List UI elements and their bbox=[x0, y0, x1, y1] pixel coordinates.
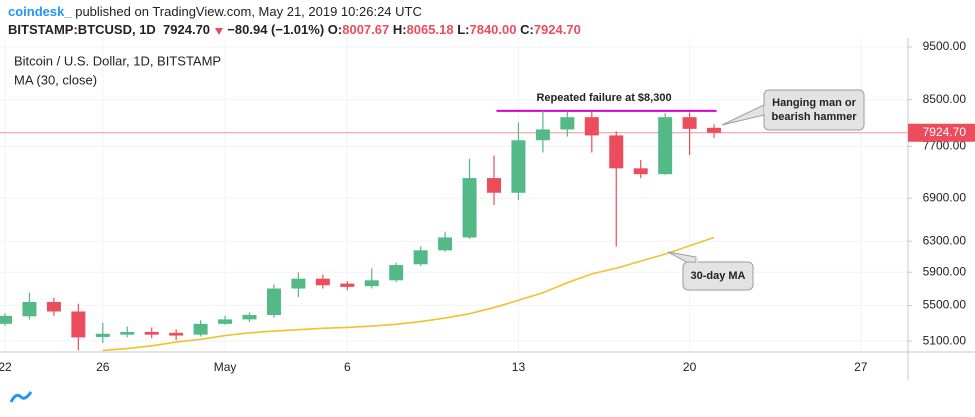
header-quote: BITSTAMP:BTCUSD, 1D 7924.70 −80.94 (−1.0… bbox=[8, 22, 581, 37]
ohlc-label: H: bbox=[392, 22, 407, 37]
price-label: 7924.70 bbox=[923, 125, 967, 139]
plot-area bbox=[0, 38, 908, 352]
y-tick-label: 7700.00 bbox=[923, 139, 967, 153]
candle-body bbox=[584, 117, 599, 136]
candle-body bbox=[609, 135, 624, 169]
candle-body bbox=[266, 288, 281, 315]
resistance-label: Repeated failure at $8,300 bbox=[536, 92, 671, 104]
callout-text: bearish hammer bbox=[772, 111, 858, 123]
publisher[interactable]: coindesk_ bbox=[8, 4, 72, 19]
candle-body bbox=[0, 315, 12, 324]
candle-body bbox=[707, 127, 722, 133]
y-tick-label: 5500.00 bbox=[923, 298, 967, 312]
candle-body bbox=[658, 117, 673, 175]
ma-line bbox=[102, 236, 715, 352]
x-tick-label: 13 bbox=[512, 360, 526, 374]
ohlc: O:8007.67 H:8065.18 L:7840.00 C:7924.70 bbox=[328, 22, 581, 37]
candle-body bbox=[462, 178, 477, 238]
x-tick-label: 20 bbox=[683, 360, 697, 374]
y-tick-label: 8500.00 bbox=[923, 92, 967, 106]
candle-body bbox=[22, 301, 37, 317]
x-tick-label: May bbox=[214, 360, 237, 374]
candle-body bbox=[291, 278, 306, 289]
ohlc-label: L: bbox=[457, 22, 470, 37]
candle-body bbox=[95, 333, 110, 337]
candle-body bbox=[315, 278, 330, 286]
candle-body bbox=[169, 332, 184, 336]
published: published on TradingView.com, May 21, 20… bbox=[75, 4, 422, 19]
y-tick-label: 5100.00 bbox=[923, 333, 967, 347]
x-tick-label: 27 bbox=[854, 360, 868, 374]
candle-body bbox=[438, 237, 453, 251]
candle-body bbox=[144, 331, 159, 335]
candle-body bbox=[511, 140, 526, 193]
ohlc-label: C: bbox=[520, 22, 534, 37]
header-line: coindesk_ published on TradingView.com, … bbox=[8, 4, 422, 19]
candle-body bbox=[560, 117, 575, 130]
candle-body bbox=[242, 314, 257, 320]
candle-body bbox=[633, 168, 648, 175]
candle-body bbox=[364, 280, 379, 287]
ohlc-label: O: bbox=[327, 22, 343, 37]
y-tick-label: 6300.00 bbox=[923, 233, 967, 247]
candle-body bbox=[413, 250, 428, 265]
candle-body bbox=[46, 301, 61, 312]
ohlc-value: 7840.00 bbox=[469, 22, 517, 37]
change: −80.94 (−1.01%) bbox=[227, 22, 325, 37]
ohlc-value: 8065.18 bbox=[406, 22, 454, 37]
candle-body bbox=[340, 283, 355, 287]
x-tick-label: 26 bbox=[96, 360, 110, 374]
candle-body bbox=[389, 265, 404, 281]
y-tick-label: 6900.00 bbox=[923, 190, 967, 204]
candle-body bbox=[487, 178, 501, 193]
x-tick-label: 22 bbox=[0, 360, 12, 374]
price-label-box bbox=[908, 123, 975, 142]
footer bbox=[6, 390, 36, 404]
callout-pointer bbox=[721, 104, 765, 126]
down-arrow bbox=[214, 27, 223, 35]
tv-logo bbox=[10, 391, 32, 403]
price: 7924.70 bbox=[163, 22, 211, 37]
candle-body bbox=[682, 117, 697, 129]
symbol-legend: Bitcoin / U.S. Dollar, 1D, BITSTAMP bbox=[14, 53, 221, 68]
candle-body bbox=[535, 129, 550, 141]
x-tick-label: 6 bbox=[344, 360, 351, 374]
ohlc-value: 7924.70 bbox=[533, 22, 581, 37]
callout-box bbox=[682, 261, 754, 291]
ma-legend: MA (30, close) bbox=[14, 72, 97, 87]
y-tick-label: 9500.00 bbox=[923, 39, 967, 53]
symbol: BITSTAMP:BTCUSD, 1D bbox=[8, 22, 156, 37]
candle-body bbox=[218, 319, 233, 324]
callout-text: 30-day MA bbox=[690, 270, 745, 282]
candle-body bbox=[120, 331, 135, 335]
callout-text: Hanging man or bbox=[772, 97, 856, 109]
candle-body bbox=[71, 311, 86, 338]
y-tick-label: 5900.00 bbox=[923, 264, 967, 278]
ohlc-value: 8007.67 bbox=[342, 22, 390, 37]
candle-body bbox=[193, 323, 208, 335]
